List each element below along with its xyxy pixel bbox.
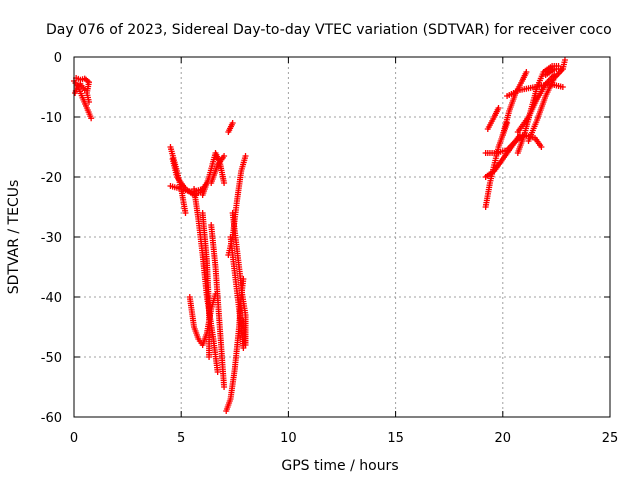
data-point xyxy=(88,115,95,122)
data-point xyxy=(561,57,568,63)
data-point xyxy=(221,153,228,159)
y-tick-label: -40 xyxy=(41,291,62,306)
x-tick-label: 15 xyxy=(387,431,404,446)
x-tick-label: 20 xyxy=(495,431,512,446)
x-tick-label: 25 xyxy=(602,431,619,446)
data-point xyxy=(81,87,88,93)
data-point xyxy=(495,105,502,111)
y-tick-label: -10 xyxy=(41,111,62,126)
y-axis-label: SDTVAR / TECUs xyxy=(6,180,22,295)
data-point xyxy=(221,180,228,186)
y-tick-label: -50 xyxy=(41,351,62,366)
y-tick-label: 0 xyxy=(54,51,62,66)
data-point xyxy=(538,144,545,150)
x-tick-label: 10 xyxy=(280,431,297,446)
x-tick-label: 0 xyxy=(70,431,78,446)
data-point xyxy=(523,69,530,75)
data-point xyxy=(206,354,213,360)
y-tick-label: -20 xyxy=(41,171,62,186)
grid-lines xyxy=(74,57,610,417)
data-point xyxy=(214,369,221,375)
chart-title: Day 076 of 2023, Sidereal Day-to-day VTE… xyxy=(46,22,612,38)
data-point xyxy=(221,384,228,390)
data-point xyxy=(229,120,236,126)
data-point xyxy=(240,318,247,324)
y-tick-label: -60 xyxy=(41,411,62,426)
y-tick-label: -30 xyxy=(41,231,62,246)
data-point xyxy=(559,84,566,90)
y-axis-ticks: 0 -10 -20 -30 -40 -50 -60 xyxy=(41,51,610,426)
data-point xyxy=(242,153,249,159)
x-tick-label: 5 xyxy=(177,431,185,446)
data-point xyxy=(238,282,245,288)
data-point xyxy=(182,210,189,216)
x-axis-label: GPS time / hours xyxy=(281,458,398,474)
x-axis-ticks: 0 5 10 15 20 25 xyxy=(70,57,618,446)
data-point xyxy=(86,99,93,105)
data-markers xyxy=(71,57,568,414)
